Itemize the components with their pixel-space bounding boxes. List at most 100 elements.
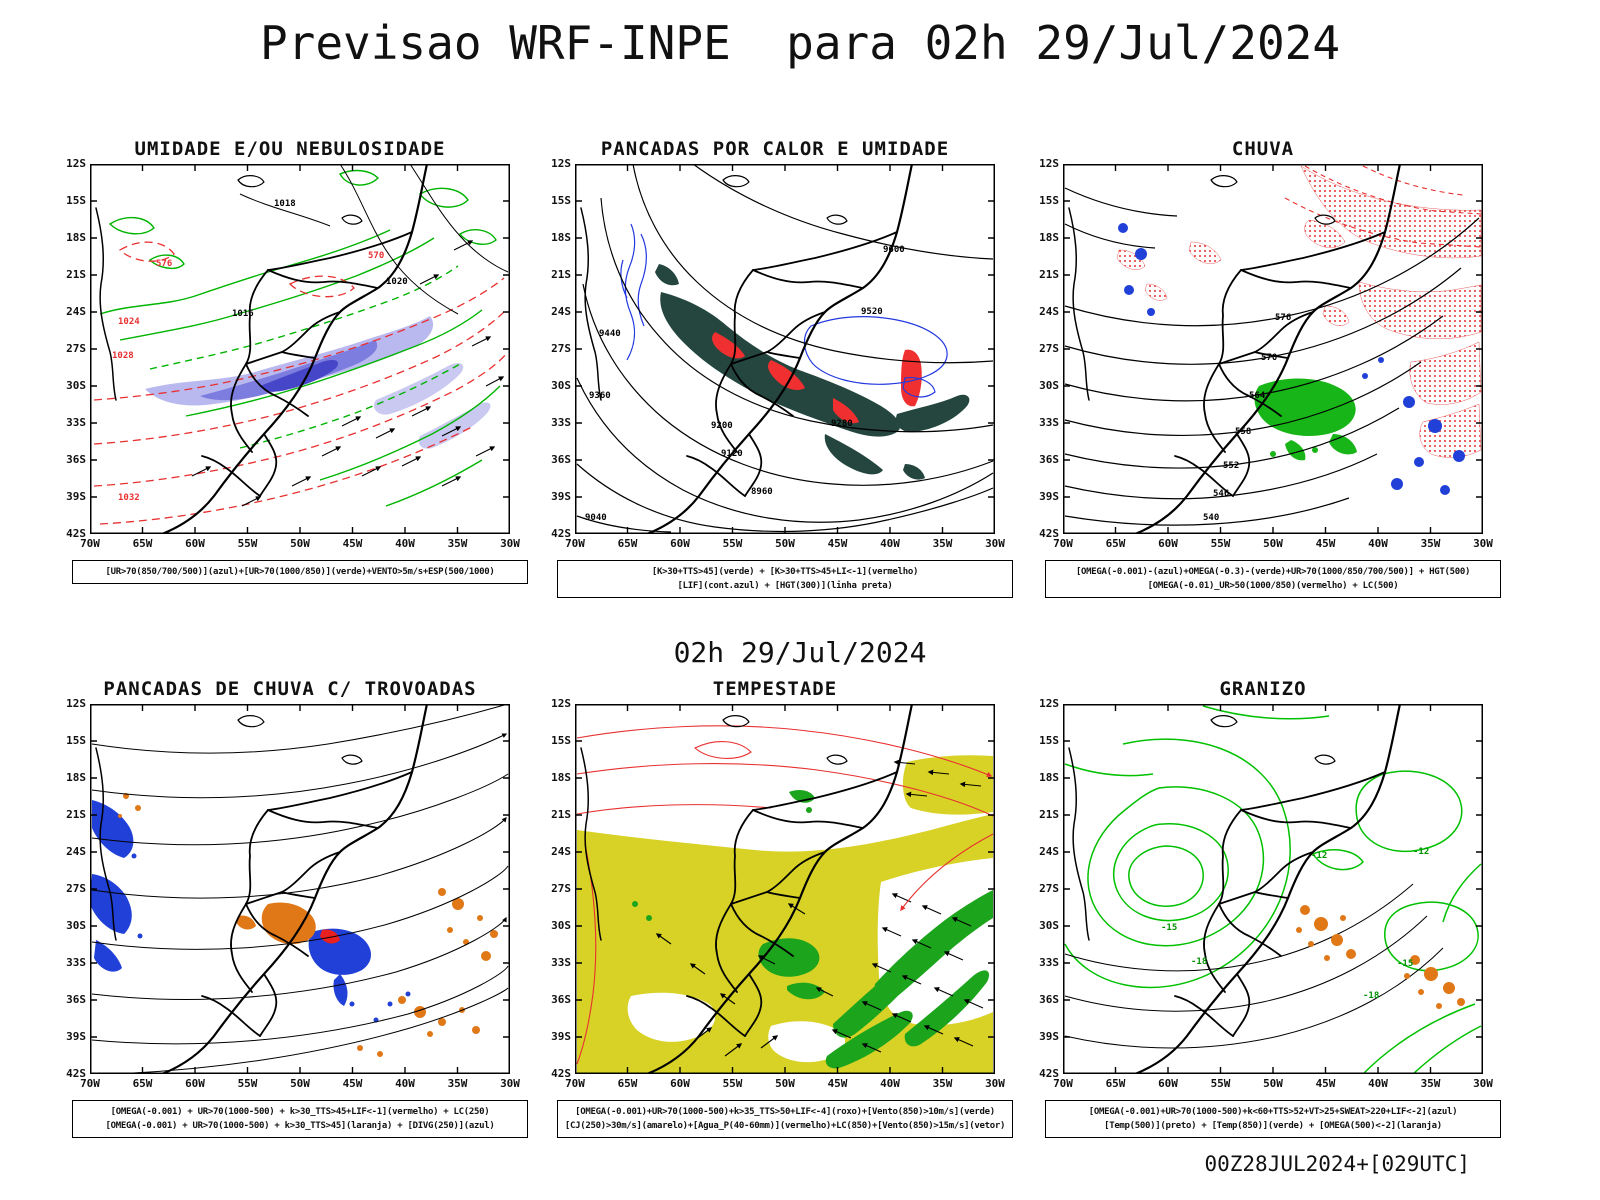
y-axis-label: 24S [66, 305, 86, 318]
x-axis-label: 45W [1315, 537, 1336, 550]
map-frame: 12S 15S 18S 21S 24S 27S 30S 33S 36S 39S 42S [551, 697, 1005, 1090]
caption-box: [UR>70(850/700/500)](azul)+[UR>70(1000/8… [72, 560, 528, 584]
contour-label: 552 [1223, 461, 1239, 471]
contour-label: -12 [1413, 847, 1429, 857]
red-patch [320, 929, 340, 944]
x-axis-label: 45W [1315, 1077, 1336, 1090]
contour-label: -18 [1363, 991, 1379, 1001]
contour-label: 9600 [883, 245, 905, 255]
x-axis-label: 65W [1105, 1077, 1126, 1090]
x-axis-label: 55W [237, 537, 258, 550]
hgt300-contours [576, 164, 994, 533]
map-frame: 12S 15S 18S 21S 24S 27S 30S 33S 36S 39S 42S [66, 697, 520, 1090]
streamlines [91, 704, 509, 1074]
orange-patches [118, 793, 498, 1057]
y-axis-label: 18S [551, 771, 571, 784]
map-border [1063, 704, 1483, 1074]
y-axis-label: 24S [551, 845, 571, 858]
y-axis-label: 12S [551, 697, 571, 710]
map-border [90, 704, 510, 1074]
panel-pancadas-calor-umidade: PANCADAS POR CALOR E UMIDADE 12S 15S 18S 21… [537, 138, 1013, 598]
map-umidade-nebulosidade: 1016 1018 1020 1024 1028 1032 570 576 [90, 164, 510, 534]
x-axis-label: 60W [185, 537, 205, 550]
contour-label: 1032 [118, 493, 140, 503]
y-axis-label: 15S [1039, 734, 1059, 747]
y-axis-label: 27S [551, 342, 571, 355]
caption-line: [LIF](cont.azul) + [HGT(300)](linha pret… [677, 581, 893, 591]
storm-wind-vectors [655, 759, 984, 1057]
y-axis-label: 12S [551, 157, 571, 170]
contour-label: 546 [1213, 489, 1229, 499]
y-axis-label: 12S [1039, 157, 1059, 170]
x-axis-label: 50W [775, 537, 795, 550]
contour-label: 576 [1275, 313, 1291, 323]
y-axis-label: 24S [66, 845, 86, 858]
map-granizo: -12 -15 -18 -12 -15 -18 [1063, 704, 1483, 1074]
panel-tempestade: TEMPESTADE 12S 15S 18S 21S 24S 27S 30S 33S 36S 39… [537, 678, 1013, 1138]
temp850-green-contours [1064, 705, 1482, 1074]
y-axis-label: 15S [66, 194, 86, 207]
x-axis-label: 50W [775, 1077, 795, 1090]
map-frame: 12S 15S 18S 21S 24S 27S 30S 33S 36S 39S 42S [1039, 697, 1493, 1090]
axis-ticks [90, 704, 510, 1074]
y-axis-label: 42S [551, 527, 571, 540]
y-axis-label: 21S [1039, 268, 1059, 281]
map-border [575, 164, 995, 534]
x-axis-label: 30W [985, 1077, 1005, 1090]
x-axis-labels: 70W 65W 60W 55W 50W 45W 40W 35W 30W [558, 1077, 1012, 1090]
y-axis-label: 30S [1039, 919, 1059, 932]
y-axis-label: 24S [551, 305, 571, 318]
panel-granizo: GRANIZO 12S 15S 18S 21S 24S 27S 30S 33S 36S 39S 42… [1025, 678, 1501, 1138]
caption-line: [OMEGA(-0.01)_UR>50(1000/850)(vermelho) … [1147, 581, 1399, 591]
y-axis-labels: 12S 15S 18S 21S 24S 27S 30S 33S 36S 39S 42S [1026, 157, 1059, 541]
panel-title: TEMPESTADE [712, 678, 838, 700]
x-axis-label: 30W [500, 537, 520, 550]
x-axis-label: 40W [395, 1077, 415, 1090]
contour-label: 1020 [386, 277, 408, 287]
panel-umidade-nebulosidade: UMIDADE E/OU NEBULOSIDADE 12S 15S 18S 21S 24… [52, 138, 528, 584]
x-axis-label: 55W [722, 1077, 743, 1090]
y-axis-label: 33S [1039, 956, 1059, 969]
y-axis-label: 30S [551, 379, 571, 392]
y-axis-label: 39S [66, 1030, 86, 1043]
red-contour-lines [93, 241, 509, 525]
x-axis-label: 45W [342, 537, 363, 550]
y-axis-labels: 12S 15S 18S 21S 24S 27S 30S 33S 36S 39S 42S [53, 157, 86, 541]
y-axis-label: 30S [1039, 379, 1059, 392]
contour-label: 570 [368, 251, 384, 261]
y-axis-label: 30S [66, 379, 86, 392]
run-info-footer: 00Z28JUL2024+[029UTC] [1204, 1152, 1470, 1176]
x-axis-label: 35W [1420, 537, 1441, 550]
panel-chuva: CHUVA 12S 15S 18S 21S 24S 27S 30S 33S 36S 39S 42S [1025, 138, 1501, 598]
caption-box: [OMEGA(-0.001) + UR>70(1000-500) + k>30_… [72, 1100, 528, 1138]
x-axis-label: 60W [185, 1077, 205, 1090]
contour-label: 1028 [112, 351, 134, 361]
caption-line: [CJ(250)>30m/s](amarelo)+[Agua_P(40-60mm… [564, 1121, 1006, 1131]
contour-label: 1024 [118, 317, 140, 327]
x-axis-label: 70W [80, 537, 100, 550]
x-axis-labels: 70W 65W 60W 55W 50W 45W 40W 35W 30W [73, 537, 527, 550]
y-axis-label: 21S [551, 268, 571, 281]
x-axis-label: 65W [1105, 537, 1126, 550]
x-axis-label: 40W [880, 537, 900, 550]
x-axis-label: 65W [132, 537, 153, 550]
x-axis-label: 50W [290, 537, 310, 550]
map-pancadas-trovoadas [90, 704, 510, 1074]
map-border [1063, 164, 1483, 534]
x-axis-label: 30W [1473, 1077, 1493, 1090]
y-axis-label: 33S [66, 416, 86, 429]
x-axis-label: 40W [1368, 1077, 1388, 1090]
x-axis-label: 35W [1420, 1077, 1441, 1090]
y-axis-label: 36S [551, 993, 571, 1006]
y-axis-label: 39S [551, 1030, 571, 1043]
orange-patches [1296, 905, 1465, 1009]
convection-fill [655, 264, 970, 480]
green-contour-lines [99, 169, 501, 507]
contour-label: 9520 [861, 307, 883, 317]
x-axis-label: 45W [827, 537, 848, 550]
x-axis-label: 40W [1368, 537, 1388, 550]
x-axis-label: 55W [237, 1077, 258, 1090]
contour-label: 564 [1249, 391, 1266, 401]
y-axis-label: 42S [1039, 527, 1059, 540]
